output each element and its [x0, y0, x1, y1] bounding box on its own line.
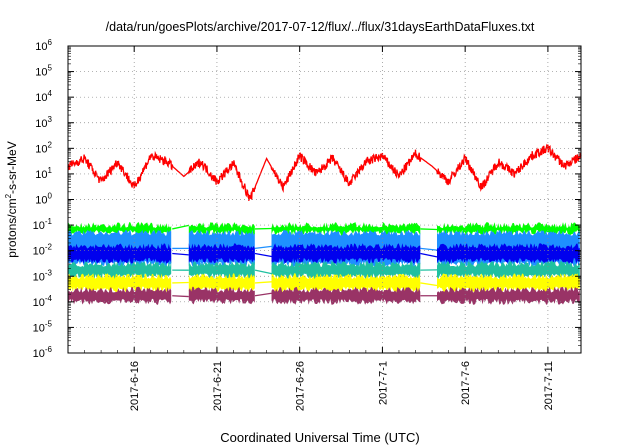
- band-series-layer: [68, 222, 580, 305]
- x-tick-label: 2017-7-11: [543, 361, 555, 410]
- gap-connector: [420, 252, 438, 258]
- gap-connector: [172, 252, 189, 256]
- band-series-segment: [437, 286, 580, 305]
- y-axis-label: protons/cm2-s-sr-MeV: [4, 141, 19, 257]
- y-tick-label: 103: [35, 115, 52, 130]
- band-series-segment: [188, 261, 255, 280]
- band-series-segment: [271, 222, 421, 236]
- gap-connector: [254, 245, 272, 250]
- gap-connector: [420, 282, 438, 287]
- band-series-segment: [271, 273, 421, 293]
- line-series-layer: [67, 143, 582, 201]
- y-tick-label: 100: [35, 192, 52, 207]
- gap-connector-layer: [172, 224, 438, 298]
- y-tick-label: 102: [35, 140, 52, 155]
- y-tick-label: 101: [35, 166, 52, 181]
- y-tick-label: 10-4: [33, 294, 53, 309]
- y-axis: 10-6 10-5 10-4 10-3 10-2 10-1 100 101 102 103 104 1…: [33, 38, 581, 360]
- band-series-segment: [68, 273, 172, 293]
- band-series-segment: [271, 243, 421, 264]
- band-series-segment: [68, 286, 172, 305]
- gap-connector: [172, 224, 189, 230]
- x-tick-label: 2017-7-1: [377, 361, 389, 405]
- band-series-segment: [188, 243, 255, 264]
- gap-connector: [420, 228, 438, 231]
- y-tick-label: 106: [35, 38, 52, 53]
- x-axis: 2017-6-16 2017-6-21 2017-6-26 2017-7-1 2017-…: [67, 46, 582, 411]
- y-tick-label: 10-5: [33, 319, 53, 334]
- band-series-segment: [188, 286, 255, 305]
- x-tick-label: 2017-6-26: [295, 361, 307, 411]
- y-tick-label: 10-6: [33, 345, 53, 360]
- x-axis-label: Coordinated Universal Time (UTC): [220, 430, 420, 445]
- chart-title: /data/run/goesPlots/archive/2017-07-12/f…: [105, 20, 535, 34]
- gap-connector: [254, 269, 272, 275]
- band-series-segment: [271, 286, 421, 305]
- gap-connector: [254, 292, 272, 297]
- x-tick-label: 2017-7-6: [460, 361, 472, 405]
- gap-connector: [420, 247, 438, 251]
- gap-connector: [254, 281, 272, 284]
- band-series-segment: [68, 243, 172, 264]
- band-series-segment: [68, 222, 172, 236]
- y-tick-label: 105: [35, 64, 52, 79]
- y-tick-label: 104: [35, 89, 52, 104]
- gap-connector: [254, 252, 272, 258]
- grid-layer: [68, 46, 581, 353]
- y-tick-label: 10-1: [33, 217, 53, 232]
- band-series-segment: [437, 273, 580, 293]
- x-tick-label: 2017-6-16: [129, 361, 141, 411]
- x-tick-label: 2017-6-21: [212, 361, 224, 411]
- y-tick-label: 10-3: [33, 268, 53, 283]
- band-series-segment: [437, 243, 580, 264]
- y-tick-label: 10-2: [33, 243, 53, 258]
- gap-connector: [172, 295, 189, 298]
- band-series-segment: [437, 261, 580, 280]
- band-series-segment: [68, 261, 172, 280]
- band-series-segment: [271, 261, 421, 280]
- line-series-path: [67, 143, 582, 201]
